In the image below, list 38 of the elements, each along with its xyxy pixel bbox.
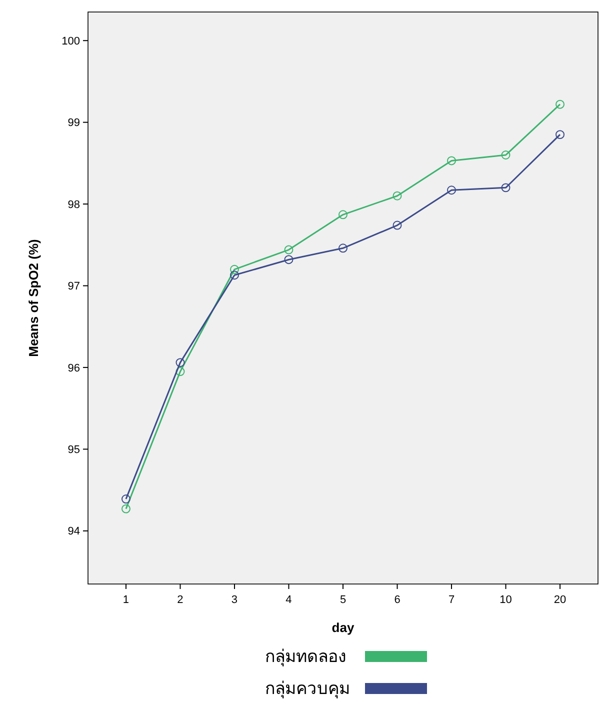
y-tick-label: 99	[68, 117, 80, 130]
point	[501, 150, 510, 160]
y-tick-label: 98	[68, 198, 80, 211]
point	[556, 130, 565, 140]
point	[121, 494, 130, 504]
x-tick-label: 3	[231, 594, 238, 606]
point	[556, 100, 565, 109]
point	[392, 220, 402, 230]
point	[284, 245, 294, 254]
point	[501, 183, 510, 192]
x-tick-label: 5	[340, 594, 346, 606]
x-tick-label: 1	[122, 594, 130, 606]
point	[338, 210, 348, 220]
legend-label: กลุ่มควบคุม	[265, 679, 350, 699]
point	[392, 191, 402, 200]
x-tick-label: 4	[286, 594, 292, 606]
x-axis-title: day	[332, 620, 355, 635]
point	[230, 264, 239, 274]
legend-label: กลุ่มทดลอง	[265, 647, 346, 667]
point	[447, 186, 456, 195]
point	[338, 244, 348, 253]
point	[230, 270, 239, 280]
y-tick-label: 96	[68, 362, 80, 374]
point	[176, 358, 185, 368]
y-axis-title: Means of SpO2 (%)	[26, 239, 41, 357]
y-tick-label: 95	[68, 444, 80, 456]
x-tick-label: 10	[500, 594, 512, 606]
point	[121, 504, 130, 514]
x-tick-label: 6	[394, 594, 400, 606]
x-tick-label: 7	[448, 594, 455, 606]
point	[284, 255, 294, 264]
point	[176, 367, 185, 376]
y-tick-label: 97	[68, 280, 80, 293]
point	[447, 156, 456, 166]
y-tick-label: 94	[68, 526, 80, 538]
x-tick-label: 2	[177, 594, 184, 606]
y-tick-label: 100	[62, 35, 80, 48]
x-tick-label: 20	[554, 594, 566, 606]
